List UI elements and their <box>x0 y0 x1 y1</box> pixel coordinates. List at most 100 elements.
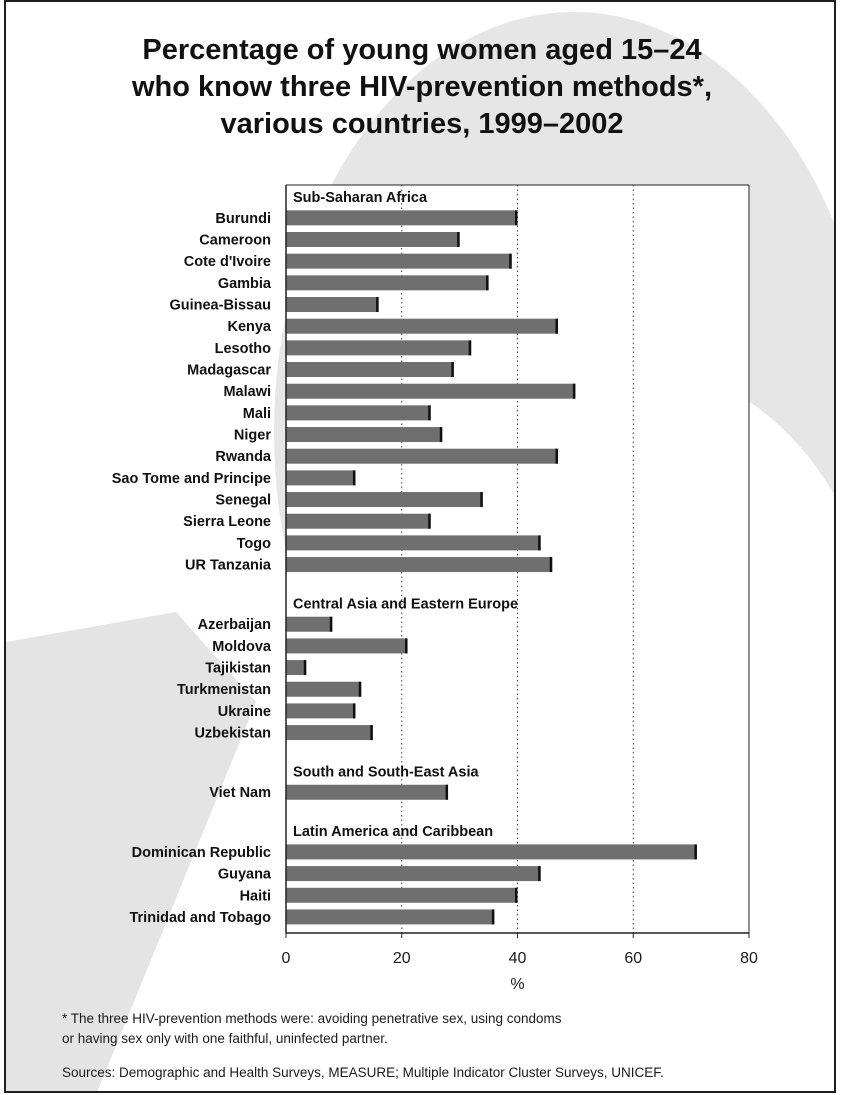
category-label: Burundi <box>215 211 271 227</box>
bar <box>286 513 431 529</box>
bar <box>286 362 454 378</box>
bar-end-cap <box>376 297 379 313</box>
bar-end-cap <box>694 844 697 860</box>
bar-end-cap <box>352 703 356 719</box>
group-label: Latin America and Caribbean <box>293 824 493 840</box>
bar <box>286 703 356 719</box>
category-label: Guinea-Bissau <box>169 298 271 314</box>
category-label: Viet Nam <box>209 785 271 801</box>
bar-end-cap <box>509 253 512 269</box>
bar <box>286 725 373 741</box>
category-label: Senegal <box>215 493 271 509</box>
bar <box>286 557 553 573</box>
category-label: Haiti <box>240 888 271 904</box>
category-label: Sao Tome and Principe <box>112 471 271 487</box>
group-label: Sub-Saharan Africa <box>293 190 428 206</box>
bar <box>286 492 483 508</box>
x-tick-label: 20 <box>393 950 411 967</box>
group-label: Central Asia and Eastern Europe <box>293 596 518 612</box>
bar-end-cap <box>538 535 541 551</box>
x-tick-label: 40 <box>509 950 527 967</box>
bar-end-cap <box>572 383 576 399</box>
category-label: Tajikistan <box>205 661 271 677</box>
group-label: South and South-East Asia <box>293 764 479 780</box>
x-tick-layer: 0 20 40 60 80 <box>282 933 758 967</box>
bar <box>286 427 443 443</box>
x-tick-label: 60 <box>624 950 642 967</box>
category-label: Cameroon <box>199 233 271 249</box>
category-label: Uzbekistan <box>194 726 271 742</box>
bar-end-cap <box>491 909 495 925</box>
bar-chart: Sub-Saharan Africa Central Asia and Easte… <box>112 184 758 993</box>
bar <box>286 616 333 632</box>
bar <box>286 405 431 421</box>
category-label: Moldova <box>212 639 272 655</box>
bar-end-cap <box>352 470 356 486</box>
bar-end-cap <box>457 232 460 248</box>
x-tick-label: 80 <box>740 950 758 967</box>
bar-end-cap <box>555 448 559 464</box>
category-label: Dominican Republic <box>132 845 271 861</box>
bar-end-cap <box>329 616 333 632</box>
category-label: Sierra Leone <box>183 514 271 530</box>
category-label: Trinidad and Tobago <box>129 910 271 926</box>
category-label: Guyana <box>218 867 272 883</box>
chart-title: Percentage of young women aged 15–24 who… <box>131 34 713 140</box>
category-label-layer: Burundi Cameroon Cote d'Ivoire Gambia Guinea… <box>112 211 272 926</box>
bar <box>286 535 541 551</box>
bar-end-cap <box>451 362 454 378</box>
category-label: Malawi <box>223 384 271 400</box>
bar <box>286 909 495 925</box>
category-label: Rwanda <box>215 449 272 465</box>
category-label: Turkmenistan <box>177 682 271 698</box>
bar <box>286 232 460 248</box>
bar-end-cap <box>486 275 489 291</box>
bar <box>286 297 379 313</box>
bar-end-cap <box>515 887 518 903</box>
bar <box>286 275 489 291</box>
bar-end-cap <box>428 513 431 529</box>
category-label: Azerbaijan <box>198 617 271 633</box>
category-label: Madagascar <box>187 363 271 379</box>
bar-end-cap <box>370 725 373 741</box>
bar <box>286 470 356 486</box>
category-label: Niger <box>234 428 271 444</box>
bar <box>286 383 576 399</box>
x-tick-label: 0 <box>282 950 291 967</box>
bar-end-cap <box>538 866 541 882</box>
x-axis-label: % <box>510 976 524 993</box>
bar <box>286 887 518 903</box>
category-label: Togo <box>237 536 271 552</box>
category-label: UR Tanzania <box>185 558 272 574</box>
bar-end-cap <box>468 340 472 356</box>
sources-note: Sources: Demographic and Health Surveys,… <box>62 1065 664 1080</box>
bar-end-cap <box>405 638 408 654</box>
bar-end-cap <box>549 557 553 573</box>
bar <box>286 844 697 860</box>
bar <box>286 638 408 654</box>
bar <box>286 866 541 882</box>
category-label: Cote d'Ivoire <box>184 254 271 270</box>
category-label: Gambia <box>218 276 272 292</box>
bar <box>286 784 449 800</box>
bar <box>286 318 559 334</box>
bar <box>286 253 512 269</box>
bar <box>286 210 518 226</box>
bar <box>286 660 307 676</box>
bar-end-cap <box>303 660 307 676</box>
bar-end-cap <box>555 318 559 334</box>
bar <box>286 681 362 697</box>
group-label-layer: Sub-Saharan Africa Central Asia and Easte… <box>293 190 518 840</box>
bar-end-cap <box>358 681 362 697</box>
bar-layer <box>286 210 697 925</box>
bar <box>286 340 472 356</box>
footnote: * The three HIV-prevention methods were:… <box>62 1011 562 1046</box>
category-label: Kenya <box>227 319 271 335</box>
bar-end-cap <box>515 210 518 226</box>
bar <box>286 448 559 464</box>
figure-frame: Percentage of young women aged 15–24 who… <box>4 0 836 1093</box>
category-label: Mali <box>243 406 271 422</box>
bar-end-cap <box>439 427 443 443</box>
bar-end-cap <box>428 405 431 421</box>
